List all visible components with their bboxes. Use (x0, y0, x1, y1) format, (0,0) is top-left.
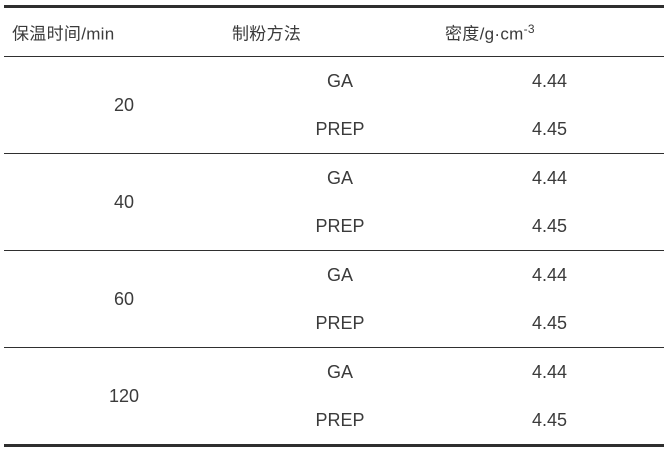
cell-method: GA (326, 167, 353, 188)
time-group-40: 40 GA 4.44 PREP 4.45 (4, 154, 664, 251)
cell-density: 4.44 (531, 264, 568, 285)
cell-method: PREP (315, 312, 365, 333)
header-powder-method: 制粉方法 (232, 24, 302, 44)
cell-method: GA (326, 70, 353, 91)
cell-method: PREP (315, 118, 365, 139)
header-density: 密度/g·cm-3 (445, 20, 535, 45)
cell-holding-time: 40 (113, 191, 135, 212)
time-group-120: 120 GA 4.44 PREP 4.45 (4, 348, 664, 444)
cell-density: 4.44 (531, 70, 568, 91)
cell-method: GA (326, 361, 353, 382)
density-table: 保温时间/min 制粉方法 密度/g·cm-3 20 GA 4.44 PREP … (4, 5, 664, 447)
cell-density: 4.45 (531, 409, 568, 430)
cell-holding-time: 120 (108, 385, 140, 406)
header-holding-time: 保温时间/min (12, 24, 115, 44)
cell-density: 4.45 (531, 118, 568, 139)
header-density-base: 密度/g·cm (445, 24, 524, 44)
cell-density: 4.45 (531, 312, 568, 333)
cell-method: GA (326, 264, 353, 285)
table-header-row: 保温时间/min 制粉方法 密度/g·cm-3 (4, 8, 664, 57)
cell-density: 4.45 (531, 215, 568, 236)
cell-density: 4.44 (531, 167, 568, 188)
cell-holding-time: 20 (113, 94, 135, 115)
cell-density: 4.44 (531, 361, 568, 382)
time-group-20: 20 GA 4.44 PREP 4.45 (4, 57, 664, 154)
cell-holding-time: 60 (113, 288, 135, 309)
cell-method: PREP (315, 215, 365, 236)
time-group-60: 60 GA 4.44 PREP 4.45 (4, 251, 664, 348)
header-density-exponent: -3 (523, 21, 535, 36)
cell-method: PREP (315, 409, 365, 430)
